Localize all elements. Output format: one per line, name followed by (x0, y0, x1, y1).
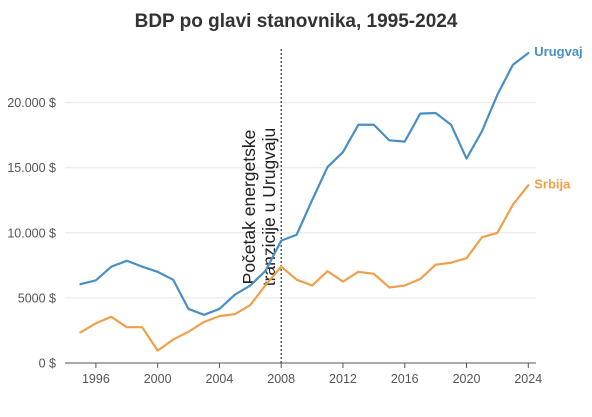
chart-title: BDP po glavi stanovnika, 1995-2024 (135, 11, 458, 32)
series-line-urugvaj (79, 51, 530, 316)
annotation-text-line: Početak energetske (239, 130, 259, 285)
axes: 0 $ 5000 $ 10.000 $ 15.000 $ 20.000 $ 1996 200… (7, 96, 542, 386)
y-tick-label: 5000 $ (18, 291, 56, 305)
annotation-label: Početak energetske tranzicije u Urugvaju (239, 128, 279, 287)
grid (65, 102, 536, 299)
y-tick-label: 15.000 $ (7, 161, 56, 175)
x-tick-label: 2020 (453, 372, 481, 386)
series-label-urugvaj: Urugvaj (534, 44, 582, 59)
annotation-text-line: tranzicije u Urugvaju (259, 128, 279, 287)
x-tick-label: 2008 (267, 372, 295, 386)
x-tick-label: 1996 (82, 372, 110, 386)
x-tick-label: 2024 (514, 372, 542, 386)
x-tick-label: 2012 (329, 372, 357, 386)
y-tick-label: 10.000 $ (7, 226, 56, 240)
y-tick-label: 20.000 $ (7, 96, 56, 110)
annotation: Početak energetske tranzicije u Urugvaju (239, 49, 282, 363)
series: Urugvaj Srbija (79, 44, 583, 352)
y-tick-label: 0 $ (39, 357, 56, 371)
series-line-srbija (79, 184, 530, 352)
x-tick-label: 2000 (144, 372, 172, 386)
series-label-srbija: Srbija (534, 176, 571, 191)
x-tick-label: 2016 (391, 372, 419, 386)
x-tick-label: 2004 (206, 372, 234, 386)
